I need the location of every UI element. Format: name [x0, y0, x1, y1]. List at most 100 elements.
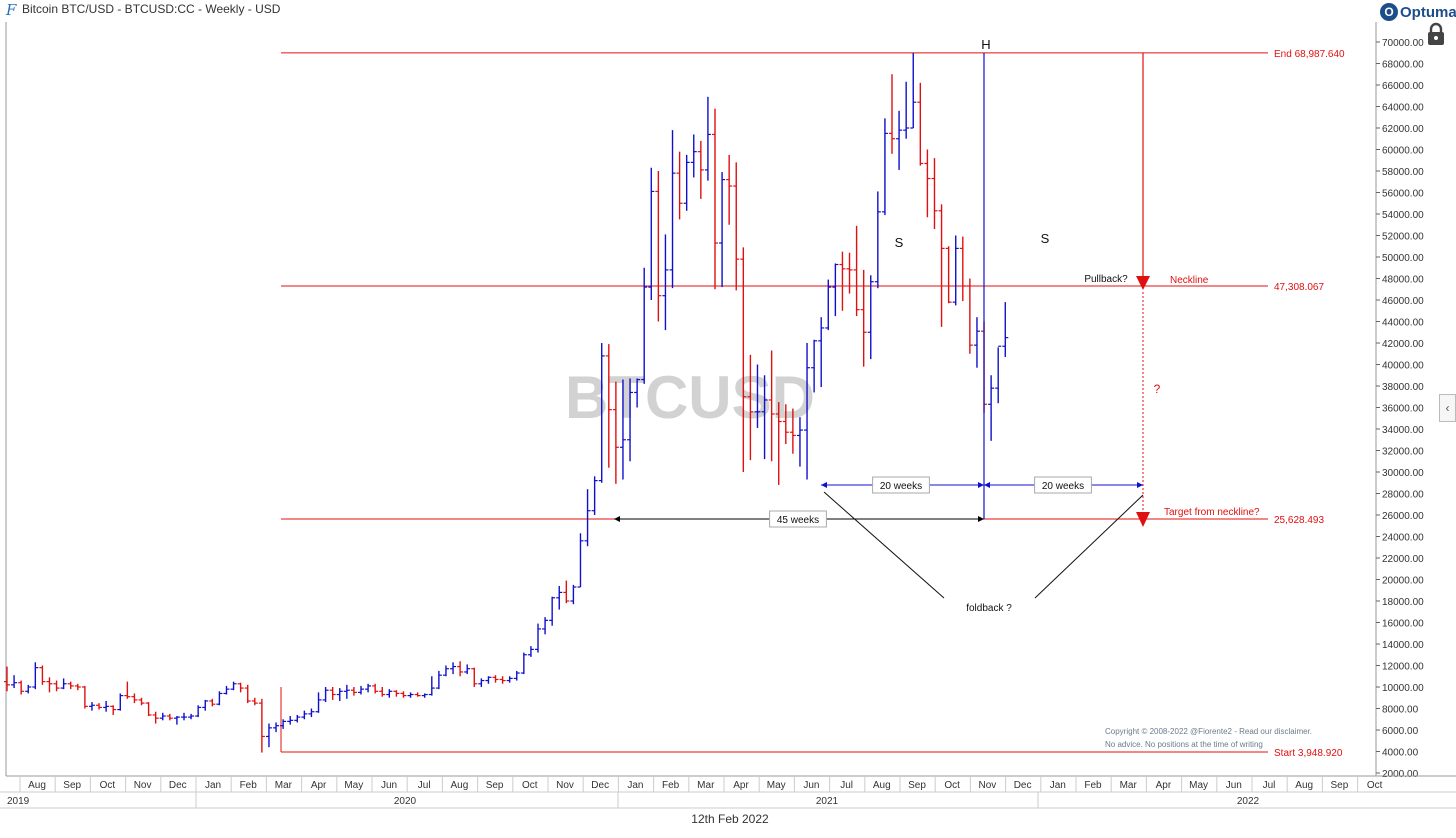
ohlc-bar: [641, 267, 648, 384]
ohlc-bar: [520, 652, 527, 675]
ohlc-bar: [655, 171, 662, 322]
month-label: Jan: [627, 780, 643, 791]
month-label: Jul: [1263, 780, 1276, 791]
optuma-logo-icon: O: [1380, 3, 1398, 21]
weeks-45-label-box: [769, 510, 827, 528]
month-label: Nov: [979, 780, 997, 791]
chart-title: Bitcoin BTC/USD - BTCUSD:CC - Weekly - U…: [22, 2, 281, 16]
ohlc-bar: [81, 685, 88, 709]
month-label: Aug: [1295, 780, 1313, 791]
y-tick-label: 20000.00: [1382, 576, 1424, 587]
ohlc-bar: [924, 149, 931, 218]
ohlc-bar: [485, 676, 492, 684]
ohlc-bar: [535, 623, 541, 653]
month-label: Aug: [28, 780, 46, 791]
head-label: H: [981, 37, 990, 52]
ohlc-bar: [584, 489, 591, 547]
ohlc-bar: [181, 712, 187, 721]
ohlc-bar: [549, 596, 556, 626]
y-tick-label: 8000.00: [1382, 705, 1419, 716]
month-label: Oct: [100, 780, 116, 791]
ohlc-bar: [648, 167, 655, 300]
ohlc-bar: [450, 662, 457, 675]
ohlc-bar: [881, 118, 888, 216]
lock-icon[interactable]: [1425, 22, 1447, 46]
chart-canvas[interactable]: BTCUSD End 68,987.640 47,308.067 25,628.49…: [0, 0, 1456, 812]
ohlc-bar: [216, 691, 223, 706]
ohlc-bar: [634, 378, 641, 408]
ohlc-bar: [697, 140, 704, 199]
ohlc-bar: [386, 689, 393, 698]
footer-date: 12th Feb 2022: [691, 812, 769, 826]
ohlc-bar: [945, 246, 952, 304]
ohlc-bar: [499, 676, 506, 684]
ohlc-bar: [995, 345, 1002, 404]
ohlc-bar: [195, 705, 202, 718]
year-label: 2019: [7, 796, 30, 807]
ohlc-bar: [867, 275, 874, 360]
ohlc-bar: [400, 691, 407, 698]
month-label: Feb: [1084, 780, 1102, 791]
ohlc-bar: [287, 716, 294, 725]
y-tick-label: 68000.00: [1382, 60, 1424, 71]
ohlc-bar: [294, 714, 301, 723]
month-label: Dec: [1014, 780, 1032, 791]
ohlc-bar: [4, 666, 10, 692]
ohlc-bar: [67, 681, 74, 690]
month-label: Sep: [1331, 780, 1349, 791]
ohlc-bar: [782, 404, 789, 445]
question-mark-label: ?: [1154, 382, 1161, 396]
ohlc-bar: [570, 584, 577, 605]
ohlc-bar: [315, 692, 322, 713]
copyright-line: No advice. No positions at the time of w…: [1105, 740, 1263, 749]
ohlc-bar: [265, 723, 272, 748]
month-label: Nov: [556, 780, 574, 791]
ohlc-bar: [11, 675, 18, 689]
ohlc-bar: [103, 700, 110, 712]
ohlc-bar: [747, 354, 754, 461]
month-label: May: [344, 780, 363, 791]
ohlc-bar: [202, 699, 209, 711]
ohlc-bar: [358, 685, 364, 695]
y-tick-label: 38000.00: [1382, 382, 1424, 393]
y-tick-label: 44000.00: [1382, 318, 1424, 329]
month-label: Mar: [697, 780, 715, 791]
month-label: Jan: [205, 780, 221, 791]
weeks-20-right-arrow-right-head: [1137, 482, 1143, 488]
month-label: Apr: [733, 780, 749, 791]
ohlc-bar: [1002, 302, 1009, 357]
weeks-45-label: 45 weeks: [777, 515, 819, 526]
ohlc-bar: [32, 662, 39, 690]
y-tick-label: 4000.00: [1382, 748, 1419, 759]
ohlc-bar: [513, 670, 520, 681]
ohlc-bar: [712, 108, 718, 290]
y-tick-label: 6000.00: [1382, 726, 1419, 737]
y-tick-label: 70000.00: [1382, 38, 1424, 49]
month-label: Feb: [240, 780, 258, 791]
ohlc-bar: [719, 172, 726, 288]
y-tick-label: 2000.00: [1382, 769, 1419, 780]
ohlc-bar: [152, 711, 159, 724]
ohlc-bar: [407, 692, 414, 698]
ohlc-bar: [761, 375, 768, 460]
ohlc-bar: [973, 317, 980, 368]
ohlc-bar: [775, 402, 782, 485]
ohlc-bar: [372, 683, 379, 694]
ohlc-bar: [959, 236, 966, 302]
ohlc-bar: [598, 343, 605, 483]
ohlc-bar: [917, 82, 924, 166]
y-tick-label: 32000.00: [1382, 447, 1424, 458]
ohlc-bar: [46, 677, 53, 693]
y-tick-label: 24000.00: [1382, 533, 1424, 544]
ohlc-bar: [825, 279, 832, 331]
y-tick-label: 14000.00: [1382, 640, 1424, 651]
weeks-20-left-label-box: [872, 476, 930, 494]
ohlc-bar: [273, 722, 280, 733]
y-tick-label: 58000.00: [1382, 167, 1424, 178]
ohlc-bar: [952, 235, 959, 306]
ohlc-bar: [188, 713, 195, 720]
month-label: Nov: [134, 780, 152, 791]
ohlc-bar: [591, 476, 598, 515]
month-label: May: [767, 780, 786, 791]
ohlc-bar: [280, 719, 287, 729]
